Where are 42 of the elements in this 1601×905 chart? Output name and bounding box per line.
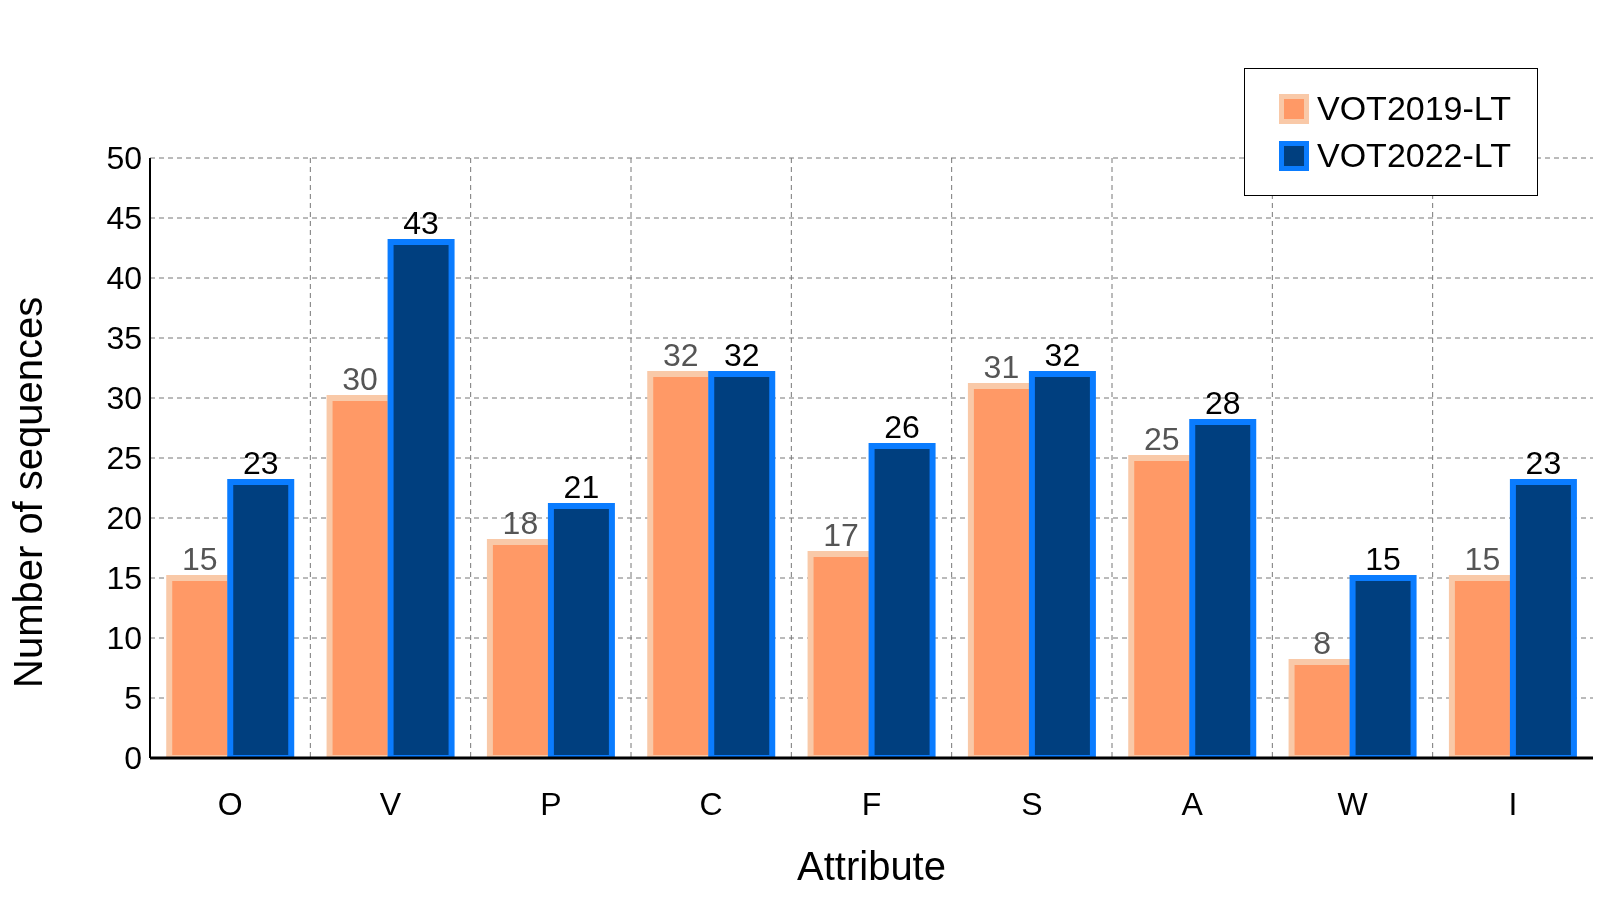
y-tick-label: 50 bbox=[106, 140, 142, 177]
data-label: 32 bbox=[1044, 337, 1081, 373]
y-tick-label: 20 bbox=[106, 500, 142, 537]
data-label: 15 bbox=[1464, 541, 1501, 577]
legend-label: VOT2022-LT bbox=[1316, 136, 1511, 175]
x-tick-label: O bbox=[217, 785, 243, 822]
data-label: 8 bbox=[1313, 625, 1331, 661]
y-tick-label: 5 bbox=[124, 680, 142, 717]
data-label: 17 bbox=[823, 517, 859, 553]
x-tick-label: W bbox=[1337, 785, 1369, 822]
y-tick-label: 45 bbox=[106, 200, 142, 237]
data-label: 30 bbox=[342, 361, 378, 397]
data-label: 28 bbox=[1204, 385, 1241, 421]
x-tick-label: C bbox=[699, 785, 723, 822]
x-tick-label: P bbox=[540, 785, 562, 822]
data-label: 26 bbox=[884, 409, 920, 445]
data-label: 18 bbox=[502, 505, 539, 541]
y-tick-label: 10 bbox=[106, 620, 142, 657]
data-label: 23 bbox=[1525, 445, 1562, 481]
data-label: 31 bbox=[983, 349, 1020, 385]
y-tick-label: 25 bbox=[106, 440, 142, 477]
x-tick-label: S bbox=[1021, 785, 1043, 822]
data-label: 32 bbox=[723, 337, 760, 373]
data-label: 21 bbox=[563, 469, 600, 505]
data-label: 25 bbox=[1143, 421, 1180, 457]
y-axis-title: Number of sequences bbox=[6, 296, 51, 688]
y-tick-label: 30 bbox=[106, 380, 142, 417]
x-tick-label: I bbox=[1508, 785, 1518, 822]
y-tick-label: 40 bbox=[106, 260, 142, 297]
x-tick-label: F bbox=[861, 785, 882, 822]
y-tick-label: 0 bbox=[124, 740, 142, 777]
data-label: 15 bbox=[1365, 541, 1401, 577]
data-label: 15 bbox=[181, 541, 218, 577]
x-tick-label: V bbox=[379, 785, 402, 822]
data-label: 23 bbox=[242, 445, 279, 481]
x-axis-title: Attribute bbox=[797, 844, 946, 888]
x-tick-label: A bbox=[1181, 785, 1204, 822]
legend-label: VOT2019-LT bbox=[1316, 89, 1511, 128]
data-label: 43 bbox=[403, 205, 439, 241]
y-tick-label: 15 bbox=[106, 560, 142, 597]
data-label: 32 bbox=[662, 337, 699, 373]
y-tick-label: 35 bbox=[106, 320, 142, 357]
